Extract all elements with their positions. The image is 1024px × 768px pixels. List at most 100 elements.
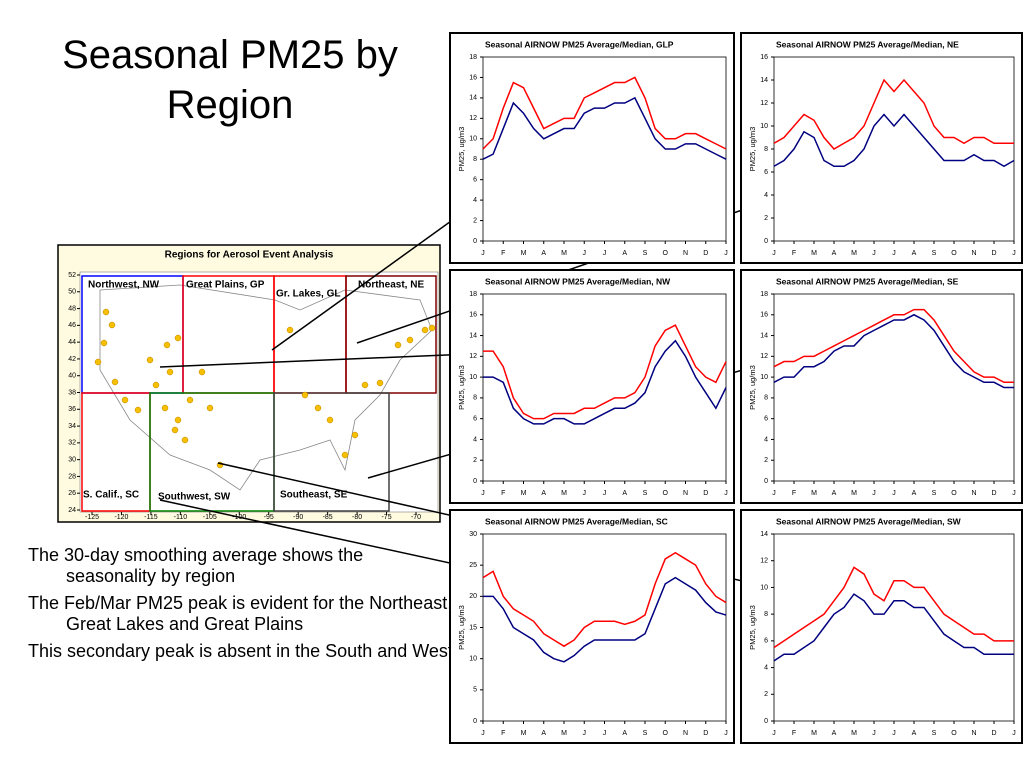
x-tick-label: M [561, 250, 567, 257]
map-x-tick-label: -95 [264, 514, 274, 521]
y-tick-label: 8 [473, 156, 477, 163]
x-tick-label: J [481, 730, 485, 737]
y-tick-label: 2 [473, 457, 477, 464]
map-y-tick-label: 44 [68, 339, 76, 346]
y-tick-label: 12 [760, 558, 768, 565]
y-tick-label: 16 [760, 312, 768, 319]
region-label: S. Calif., SC [83, 490, 139, 501]
x-tick-label: D [991, 490, 996, 497]
chart-title: Seasonal AIRNOW PM25 Average/Median, SW [776, 516, 962, 526]
y-tick-label: 14 [760, 332, 768, 339]
y-tick-label: 2 [764, 457, 768, 464]
y-tick-label: 16 [469, 312, 477, 319]
map-x-tick-label: -110 [174, 514, 188, 521]
x-tick-label: J [603, 730, 607, 737]
map-y-tick-label: 34 [68, 423, 76, 430]
x-tick-label: M [561, 490, 567, 497]
region-box [345, 275, 437, 394]
y-tick-label: 10 [760, 584, 768, 591]
x-tick-label: A [912, 490, 917, 497]
map-y-tick-label: 36 [68, 406, 76, 413]
y-tick-label: 6 [473, 177, 477, 184]
map-x-tick-label: -75 [381, 514, 391, 521]
x-tick-label: S [932, 730, 937, 737]
y-tick-label: 6 [473, 416, 477, 423]
x-tick-label: S [643, 730, 648, 737]
x-tick-label: J [1012, 730, 1016, 737]
x-tick-label: A [912, 250, 917, 257]
x-tick-label: N [683, 730, 688, 737]
series-line [483, 339, 727, 425]
y-tick-label: 0 [473, 238, 477, 245]
map-x-tick-label: -80 [352, 514, 362, 521]
x-tick-label: M [521, 250, 527, 257]
series-line [773, 308, 1014, 384]
chart: Seasonal AIRNOW PM25 Average/Median, SE P… [740, 269, 1023, 504]
series-line [482, 96, 727, 160]
y-tick-label: 12 [469, 115, 477, 122]
y-tick-label: 6 [764, 169, 768, 176]
x-tick-label: A [622, 250, 627, 257]
x-tick-label: J [603, 490, 607, 497]
y-tick-label: 14 [469, 332, 477, 339]
map-y-tick-label: 52 [68, 272, 76, 279]
x-tick-label: J [481, 250, 485, 257]
x-tick-label: D [991, 250, 996, 257]
map: Regions for Aerosol Event Analysis Northw… [57, 244, 441, 523]
x-tick-label: J [724, 250, 728, 257]
x-tick-label: N [683, 250, 688, 257]
x-tick-label: J [724, 490, 728, 497]
x-tick-label: N [683, 490, 688, 497]
y-tick-label: 6 [764, 638, 768, 645]
map-y-tick-label: 30 [68, 456, 76, 463]
chart-frame [740, 32, 1023, 264]
chart-title: Seasonal AIRNOW PM25 Average/Median, NW [485, 276, 671, 286]
y-tick-label: 8 [473, 395, 477, 402]
x-tick-label: O [663, 250, 669, 257]
y-tick-label: 2 [473, 217, 477, 224]
x-tick-label: M [851, 250, 857, 257]
x-tick-label: M [521, 730, 527, 737]
x-tick-label: M [851, 730, 857, 737]
map-y-tick-label: 46 [68, 322, 76, 329]
series-line [482, 551, 727, 648]
x-tick-label: D [703, 250, 708, 257]
chart-frame [740, 509, 1023, 744]
region-label: Gr. Lakes, GL [276, 289, 340, 300]
x-tick-label: A [832, 730, 837, 737]
x-tick-label: J [481, 490, 485, 497]
x-tick-label: J [1012, 490, 1016, 497]
chart: Seasonal AIRNOW PM25 Average/Median, NE P… [740, 32, 1023, 264]
map-x-tick-label: -105 [203, 514, 217, 521]
x-tick-label: N [971, 490, 976, 497]
x-tick-label: J [892, 490, 896, 497]
y-tick-label: 8 [764, 395, 768, 402]
y-tick-label: 10 [469, 136, 477, 143]
region-label: Great Plains, GP [186, 280, 265, 291]
x-tick-label: N [971, 730, 976, 737]
y-axis-label: PM25, ug/m3 [457, 127, 466, 172]
map-y-tick-label: 28 [68, 473, 76, 480]
x-tick-label: O [663, 490, 669, 497]
y-tick-label: 16 [469, 74, 477, 81]
chart-title: Seasonal AIRNOW PM25 Average/Median, SE [776, 276, 959, 286]
y-tick-label: 10 [469, 374, 477, 381]
x-tick-label: M [811, 250, 817, 257]
bullet: The 30-day smoothing average shows the s… [28, 545, 364, 586]
map-y-tick-label: 26 [68, 490, 76, 497]
x-tick-label: J [583, 730, 587, 737]
y-tick-label: 10 [469, 656, 477, 663]
x-tick-label: D [703, 490, 708, 497]
x-tick-label: F [792, 250, 796, 257]
x-tick-label: J [772, 250, 776, 257]
x-tick-label: M [521, 490, 527, 497]
y-tick-label: 15 [469, 624, 477, 631]
x-tick-label: A [622, 490, 627, 497]
map-title: Regions for Aerosol Event Analysis [165, 250, 334, 261]
y-tick-label: 18 [469, 54, 477, 61]
map-y-tick-label: 32 [68, 440, 76, 447]
y-tick-label: 14 [760, 77, 768, 84]
map-y-tick-label: 42 [68, 356, 76, 363]
